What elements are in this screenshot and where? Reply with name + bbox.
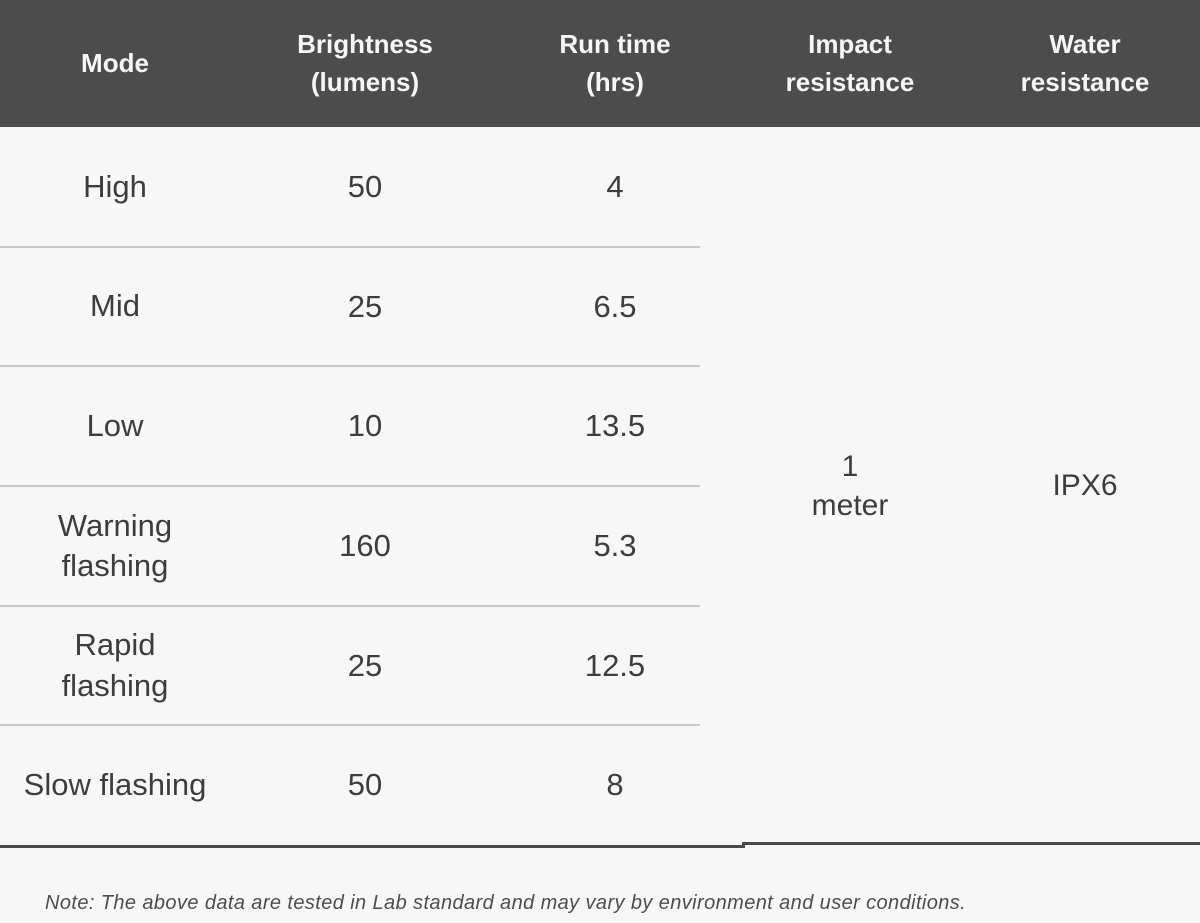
column-header-mode: Mode bbox=[0, 0, 230, 127]
mode-value: Rapid flashing bbox=[61, 627, 169, 703]
table-row-warning-flashing: Warning flashing 160 5.3 bbox=[0, 486, 730, 607]
table-body: High 50 4 Mid 25 6.5 Low 10 13.5 Warning… bbox=[0, 127, 1200, 845]
table-header-row: Mode Brightness (lumens) Run time (hrs) … bbox=[0, 0, 1200, 127]
bottom-rule-right bbox=[742, 842, 1200, 845]
mode-value: Warning flashing bbox=[57, 507, 173, 583]
runtime-value: 4 bbox=[606, 168, 624, 204]
runtime-value: 13.5 bbox=[584, 408, 646, 444]
runtime-value: 12.5 bbox=[584, 647, 646, 683]
table-row-rapid-flashing: Rapid flashing 25 12.5 bbox=[0, 606, 730, 727]
mode-cell: Low bbox=[0, 406, 230, 446]
column-header-runtime-line2: (hrs) bbox=[586, 66, 644, 97]
mode-cell: High bbox=[0, 167, 230, 207]
brightness-value: 50 bbox=[347, 168, 383, 204]
column-header-runtime: Run time (hrs) bbox=[500, 0, 730, 127]
column-header-water-resistance: Water resistance bbox=[970, 0, 1200, 127]
impact-resistance-value: 1 meter bbox=[730, 447, 970, 525]
column-header-mode-line1: Mode bbox=[81, 47, 149, 78]
column-header-impact-line1: Impact bbox=[808, 28, 892, 59]
impact-resistance-line1: 1 bbox=[841, 450, 859, 483]
runtime-value: 6.5 bbox=[593, 288, 637, 324]
column-header-impact-resistance: Impact resistance bbox=[730, 0, 970, 127]
mode-value: Mid bbox=[90, 288, 140, 324]
mode-rows-section: High 50 4 Mid 25 6.5 Low 10 13.5 Warning… bbox=[0, 127, 730, 845]
column-header-water-line2: resistance bbox=[1020, 66, 1150, 97]
table-row-slow-flashing: Slow flashing 50 8 bbox=[0, 725, 730, 845]
brightness-value: 25 bbox=[347, 647, 383, 683]
brightness-value: 10 bbox=[347, 408, 383, 444]
mode-value: Slow flashing bbox=[23, 767, 207, 803]
column-header-impact-line2: resistance bbox=[785, 66, 915, 97]
mode-value: High bbox=[83, 168, 147, 204]
brightness-value: 50 bbox=[347, 767, 383, 803]
column-header-brightness: Brightness (lumens) bbox=[230, 0, 500, 127]
runtime-value: 8 bbox=[606, 767, 624, 803]
column-header-runtime-line1: Run time bbox=[559, 28, 671, 59]
water-resistance-value: IPX6 bbox=[1052, 469, 1118, 502]
mode-cell: Warning flashing bbox=[0, 506, 230, 587]
column-header-brightness-line1: Brightness bbox=[297, 28, 433, 59]
mode-value: Low bbox=[86, 408, 144, 444]
mode-cell: Slow flashing bbox=[0, 765, 230, 805]
brightness-value: 25 bbox=[347, 288, 383, 324]
brightness-value: 160 bbox=[339, 527, 391, 563]
mode-cell: Mid bbox=[0, 286, 230, 326]
footnote: Note: The above data are tested in Lab s… bbox=[45, 892, 967, 914]
column-header-water-line1: Water bbox=[1049, 28, 1121, 59]
mode-cell: Rapid flashing bbox=[0, 625, 230, 706]
table-row-low: Low 10 13.5 bbox=[0, 366, 730, 487]
bottom-rule-left bbox=[0, 845, 745, 848]
runtime-value: 5.3 bbox=[593, 527, 637, 563]
column-header-brightness-line2: (lumens) bbox=[310, 66, 420, 97]
merged-resistance-section: 1 meter IPX6 bbox=[730, 127, 1200, 845]
table-row-high: High 50 4 bbox=[0, 127, 730, 248]
impact-resistance-line2: meter bbox=[811, 489, 889, 522]
table-row-mid: Mid 25 6.5 bbox=[0, 247, 730, 368]
